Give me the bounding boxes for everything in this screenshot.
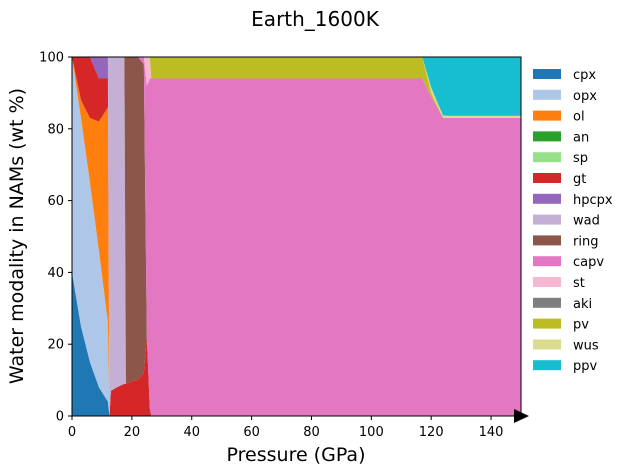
x-tick-label: 120 xyxy=(419,425,444,440)
legend-swatch-ring xyxy=(533,235,561,246)
x-tick-label: 100 xyxy=(359,425,384,440)
x-tick-label: 60 xyxy=(243,425,260,440)
legend-label-wus: wus xyxy=(573,338,599,353)
legend-swatch-aki xyxy=(533,297,561,308)
legend-label-an: an xyxy=(573,130,589,145)
y-axis: 0 20 40 60 80 100 xyxy=(39,51,72,425)
legend-label-ppv: ppv xyxy=(573,359,598,374)
area-pv xyxy=(72,57,521,119)
legend-label-sp: sp xyxy=(573,151,588,166)
y-axis-label: Water modality in NAMs (wt %) xyxy=(6,88,28,384)
legend-label-hpcpx: hpcpx xyxy=(573,193,613,208)
y-tick-label: 80 xyxy=(47,122,64,137)
legend-label-capv: capv xyxy=(573,255,604,270)
legend-swatch-cpx xyxy=(533,69,561,79)
x-tick-label: 0 xyxy=(68,425,76,440)
x-tick-label: 40 xyxy=(183,425,200,440)
legend-swatch-wad xyxy=(533,214,561,225)
legend-label-st: st xyxy=(573,276,585,291)
x-axis-label: Pressure (GPa) xyxy=(227,444,366,466)
area-ppv xyxy=(72,57,521,116)
y-tick-label: 20 xyxy=(47,338,64,353)
area-capv xyxy=(72,57,521,416)
legend-label-pv: pv xyxy=(573,318,589,333)
y-tick-label: 60 xyxy=(47,194,64,209)
legend-label-opx: opx xyxy=(573,89,597,104)
legend-swatch-opx xyxy=(533,89,561,100)
chart-title: Earth_1600K xyxy=(251,7,380,31)
legend-swatch-ol xyxy=(533,110,561,121)
legend-label-aki: aki xyxy=(573,297,592,312)
legend-swatch-ppv xyxy=(533,360,561,371)
legend-label-gt: gt xyxy=(573,172,586,187)
area-wad xyxy=(72,57,521,416)
x-axis-arrow-icon xyxy=(514,409,529,423)
legend-swatch-hpcpx xyxy=(533,193,561,204)
legend-swatch-pv xyxy=(533,318,561,329)
legend: cpx opx ol an sp gt hpcpx wad ring capv st aki pv wus… xyxy=(533,68,613,374)
stacked-areas xyxy=(72,57,521,416)
legend-swatch-gt xyxy=(533,173,561,183)
legend-swatch-st xyxy=(533,277,561,287)
legend-label-ring: ring xyxy=(573,234,598,249)
legend-swatch-sp xyxy=(533,152,561,163)
y-tick-label: 40 xyxy=(47,266,64,281)
legend-swatch-wus xyxy=(533,339,561,350)
y-tick-label: 0 xyxy=(56,410,64,425)
legend-label-ol: ol xyxy=(573,110,585,125)
legend-label-cpx: cpx xyxy=(573,68,596,83)
area-wus xyxy=(72,57,521,119)
x-axis: 0 20 40 60 80 100 120 140 xyxy=(68,416,504,440)
y-tick-label: 100 xyxy=(39,51,64,66)
legend-label-wad: wad xyxy=(573,214,600,229)
x-tick-label: 20 xyxy=(124,425,141,440)
x-tick-label: 80 xyxy=(303,425,320,440)
plot-frame xyxy=(71,56,522,417)
legend-swatch-an xyxy=(533,131,561,142)
x-tick-label: 140 xyxy=(479,425,504,440)
legend-swatch-capv xyxy=(533,256,561,267)
